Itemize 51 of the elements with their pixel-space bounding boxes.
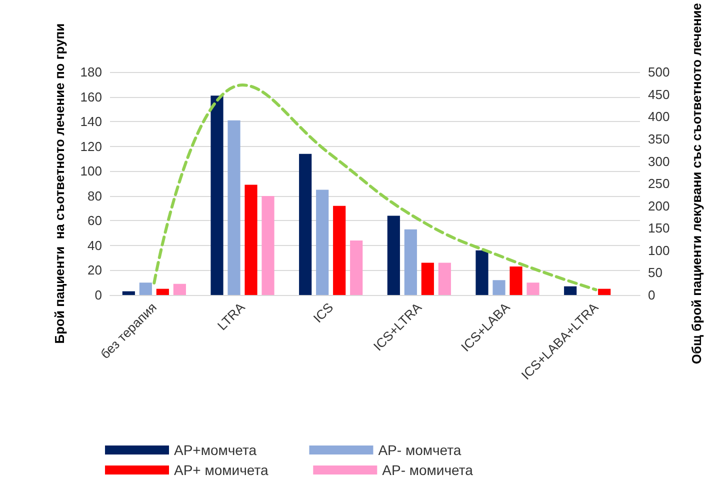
y-axis-title: Брой пациенти на съответното лечение по групи — [52, 23, 67, 344]
y-tick-label: 40 — [88, 238, 102, 253]
x-tick-label: ICS — [310, 299, 336, 326]
y-tick-label: 60 — [88, 213, 102, 228]
bar — [492, 280, 506, 295]
bar — [316, 190, 329, 295]
bar — [510, 266, 522, 295]
y2-tick-label: 150 — [648, 220, 670, 236]
y2-tick-label: 0 — [648, 288, 656, 302]
y-tick-label: 100 — [80, 164, 102, 179]
bar — [139, 282, 152, 295]
y2-tick-label: 50 — [648, 265, 662, 280]
legend-label: AP- момчета — [378, 442, 504, 458]
bar — [387, 216, 400, 295]
bar — [333, 206, 346, 295]
bar — [210, 96, 224, 295]
bar — [173, 284, 186, 295]
bar — [299, 154, 312, 295]
y2-tick-label: 350 — [648, 131, 670, 146]
bar — [156, 288, 169, 295]
bar — [564, 286, 577, 295]
y2-tick-label: 250 — [648, 176, 670, 192]
line-series — [152, 84, 598, 292]
y-tick-label: 120 — [80, 138, 102, 154]
bar — [228, 120, 240, 295]
bar — [476, 250, 488, 295]
y-tick-label: 180 — [80, 64, 102, 80]
bar — [404, 229, 417, 295]
y2-tick-label: 200 — [648, 198, 670, 214]
y2-tick-label: 100 — [648, 242, 670, 258]
y-tick-label: 160 — [80, 89, 102, 104]
y2-axis-title: Общ брой пациенти лекувани със съответното лечение — [689, 2, 704, 364]
bar — [262, 196, 274, 295]
y-tick-label: 0 — [94, 288, 102, 302]
bar — [421, 262, 434, 295]
legend-label: AP+ момичета — [174, 462, 308, 478]
bar — [598, 288, 611, 295]
bar — [438, 262, 451, 295]
y2-tick-label: 500 — [648, 64, 670, 80]
y-tick-label: 20 — [88, 262, 102, 278]
y-tick-label: 80 — [88, 188, 102, 204]
bar — [122, 291, 135, 295]
y2-tick-label: 450 — [648, 86, 670, 102]
bar — [244, 184, 258, 295]
bar — [526, 282, 540, 295]
y-tick-label: 140 — [80, 114, 102, 130]
legend-label: AP- момичета — [382, 462, 512, 478]
y2-tick-label: 300 — [648, 154, 670, 169]
legend-label: AP+момчета — [174, 442, 304, 458]
bar — [350, 240, 363, 295]
y2-tick-label: 400 — [648, 109, 670, 124]
